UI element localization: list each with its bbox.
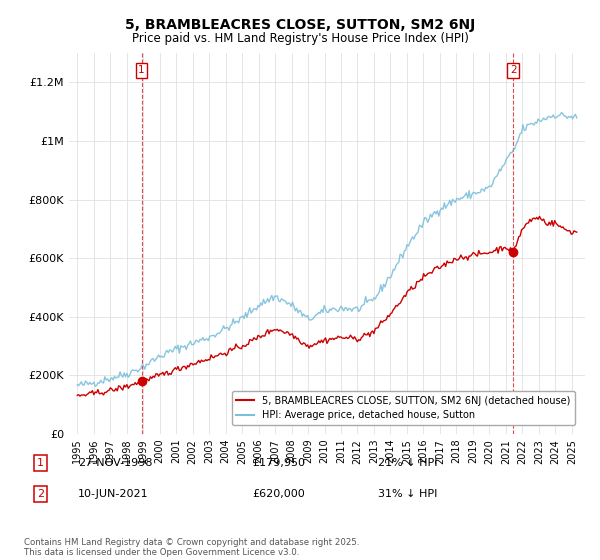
Text: 2: 2 <box>510 66 517 76</box>
Legend: 5, BRAMBLEACRES CLOSE, SUTTON, SM2 6NJ (detached house), HPI: Average price, det: 5, BRAMBLEACRES CLOSE, SUTTON, SM2 6NJ (… <box>232 391 575 426</box>
Text: £179,950: £179,950 <box>252 458 305 468</box>
Text: 27-NOV-1998: 27-NOV-1998 <box>78 458 152 468</box>
Text: 5, BRAMBLEACRES CLOSE, SUTTON, SM2 6NJ: 5, BRAMBLEACRES CLOSE, SUTTON, SM2 6NJ <box>125 18 475 32</box>
Text: Price paid vs. HM Land Registry's House Price Index (HPI): Price paid vs. HM Land Registry's House … <box>131 32 469 45</box>
Text: Contains HM Land Registry data © Crown copyright and database right 2025.
This d: Contains HM Land Registry data © Crown c… <box>24 538 359 557</box>
Text: 1: 1 <box>138 66 145 76</box>
Text: 2: 2 <box>37 489 44 499</box>
Text: £620,000: £620,000 <box>252 489 305 499</box>
Text: 10-JUN-2021: 10-JUN-2021 <box>78 489 149 499</box>
Text: 1: 1 <box>37 458 44 468</box>
Text: 31% ↓ HPI: 31% ↓ HPI <box>378 489 437 499</box>
Text: 21% ↓ HPI: 21% ↓ HPI <box>378 458 437 468</box>
